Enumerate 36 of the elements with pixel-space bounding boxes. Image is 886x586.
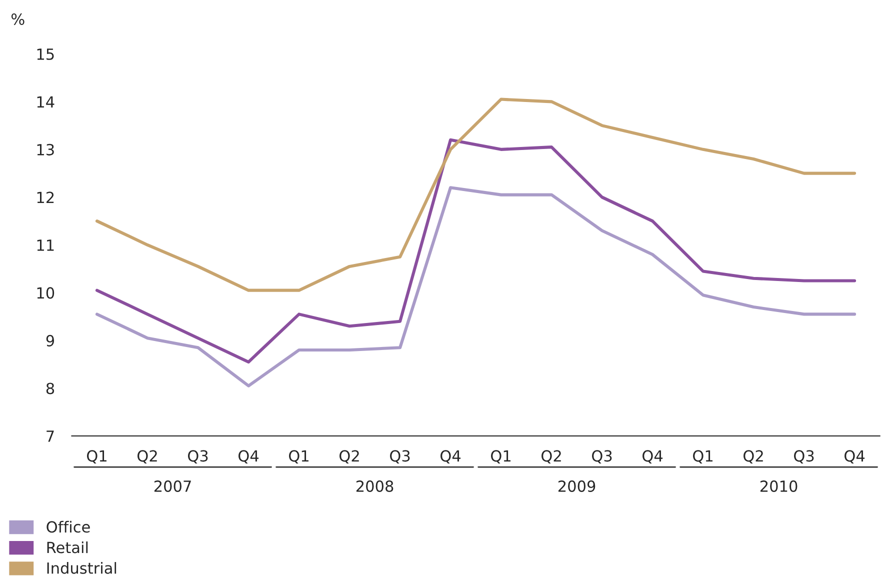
text: 2008 [356,480,394,492]
y-tick-label: 8 [46,382,54,394]
y-tick-label: 7 [46,430,54,442]
x-tick-label: Q1 [289,450,308,464]
y-tick-label: 14 [37,96,54,108]
x-tick-label: Q3 [794,450,814,464]
text: 2009 [558,480,596,492]
text: 2007 [154,480,191,492]
line-series [95,138,856,364]
y-tick-label: 15 [37,48,54,60]
x-tick-label: Q2 [138,450,157,464]
x-tick-label: Q3 [592,450,612,464]
x-tick-label: Q1 [87,450,106,464]
legend-label: Office [46,520,90,533]
line-series [95,186,856,388]
x-tick-label: Q3 [390,450,410,464]
y-tick-label: 11 [37,240,54,251]
y-axis-title: % [11,13,24,25]
y-tick-label: 10 [37,287,54,299]
x-tick-label: Q1 [693,450,712,464]
x-tick-label: Q4 [844,450,865,464]
y-tick-label: 9 [46,334,54,346]
legend-label: Retail [47,541,88,554]
x-tick-label: Q4 [238,450,259,464]
x-tick-label: Q1 [491,450,510,464]
y-tick-label: 12 [37,192,54,203]
line-series [95,98,856,292]
x-tick-label: Q4 [440,450,461,464]
text: 2010 [760,480,798,492]
y-tick-label: 13 [37,144,54,156]
x-tick-label: Q2 [340,450,359,464]
legend-label: Industrial [47,562,116,574]
x-tick-label: Q2 [744,450,763,464]
x-tick-label: Q4 [642,450,663,464]
x-tick-label: Q2 [542,450,561,464]
x-tick-label: Q3 [188,450,208,464]
